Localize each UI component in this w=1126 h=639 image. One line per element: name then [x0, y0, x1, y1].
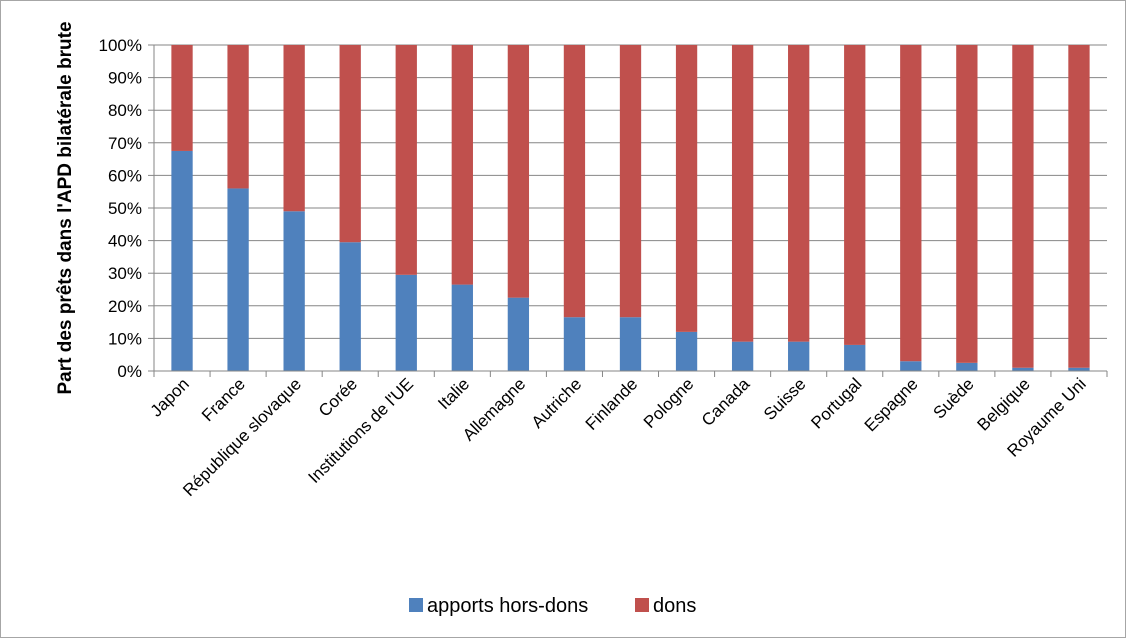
bar-dons: [563, 45, 586, 318]
y-tick-label: 30%: [108, 264, 142, 283]
bar-apports-hors-dons: [339, 242, 361, 371]
bar-dons: [619, 45, 642, 318]
y-tick-labels: 0% 10% 20% 30% 40% 50% 60% 70% 80% 90% 100%: [99, 36, 142, 381]
bar-apports-hors-dons: [675, 331, 698, 371]
x-tick-label: Italie: [434, 374, 473, 413]
legend-swatch: [409, 598, 423, 612]
x-tick-label: Suisse: [760, 374, 810, 424]
bar-apports-hors-dons: [731, 341, 754, 371]
x-tick-label: Espagne: [861, 374, 922, 435]
legend-label: apports hors-dons: [427, 595, 588, 617]
bar-dons: [900, 45, 922, 362]
x-tick-label: Japon: [147, 374, 193, 420]
x-tick-label: Canada: [698, 374, 754, 430]
bar-dons: [1068, 45, 1090, 368]
y-tick-label: 60%: [108, 166, 142, 185]
x-tick-label: Suède: [929, 374, 977, 422]
bar-dons: [451, 45, 473, 285]
bar-dons: [395, 45, 417, 275]
bar-apports-hors-dons: [451, 284, 473, 371]
legend-swatch: [635, 598, 649, 612]
bar-apports-hors-dons: [844, 344, 866, 371]
bar-apports-hors-dons: [1012, 367, 1034, 371]
y-tick-label: 20%: [108, 297, 142, 316]
y-tick-label: 70%: [108, 134, 142, 153]
x-tick-label: Corée: [315, 374, 361, 420]
y-axis-title: Part des prêts dans l'APD bilatérale bru…: [55, 21, 76, 394]
y-tick-label: 90%: [108, 69, 142, 88]
legend-label: dons: [653, 595, 696, 617]
bars: [171, 45, 1090, 371]
y-tick-label: 40%: [108, 232, 142, 251]
y-tick-label: 0%: [117, 362, 142, 381]
y-tick-label: 100%: [99, 36, 142, 55]
bar-apports-hors-dons: [563, 317, 586, 371]
bar-apports-hors-dons: [507, 297, 530, 371]
x-tick-label: Pologne: [640, 374, 698, 432]
bar-dons: [788, 45, 810, 342]
bar-apports-hors-dons: [171, 150, 193, 371]
bar-dons: [956, 45, 978, 363]
bar-dons: [731, 45, 754, 342]
bar-apports-hors-dons: [395, 274, 417, 371]
bar-apports-hors-dons: [900, 361, 922, 371]
bar-dons: [844, 45, 866, 345]
bar-dons: [283, 45, 305, 212]
bar-apports-hors-dons: [1068, 367, 1090, 371]
bar-dons: [227, 45, 249, 189]
bar-dons: [171, 45, 193, 151]
y-tick-label: 80%: [108, 101, 142, 120]
bar-apports-hors-dons: [283, 211, 305, 371]
x-tick-label: France: [198, 374, 249, 425]
x-tick-label: Institutions de l'UE: [304, 374, 417, 487]
x-tick-label: Autriche: [528, 374, 586, 432]
x-tick-label: Finlande: [582, 374, 642, 434]
bar-apports-hors-dons: [227, 188, 249, 371]
y-tick-label: 10%: [108, 329, 142, 348]
bar-apports-hors-dons: [788, 341, 810, 371]
bar-apports-hors-dons: [619, 317, 642, 371]
bar-dons: [339, 45, 361, 243]
bar-dons: [507, 45, 530, 298]
bar-apports-hors-dons: [956, 362, 978, 371]
x-tick-label: Portugal: [807, 374, 865, 432]
bar-dons: [1012, 45, 1034, 368]
axes: [153, 45, 1108, 377]
y-tick-label: 50%: [108, 199, 142, 218]
legend: apports hors-dons dons: [409, 595, 696, 617]
bar-dons: [675, 45, 698, 332]
